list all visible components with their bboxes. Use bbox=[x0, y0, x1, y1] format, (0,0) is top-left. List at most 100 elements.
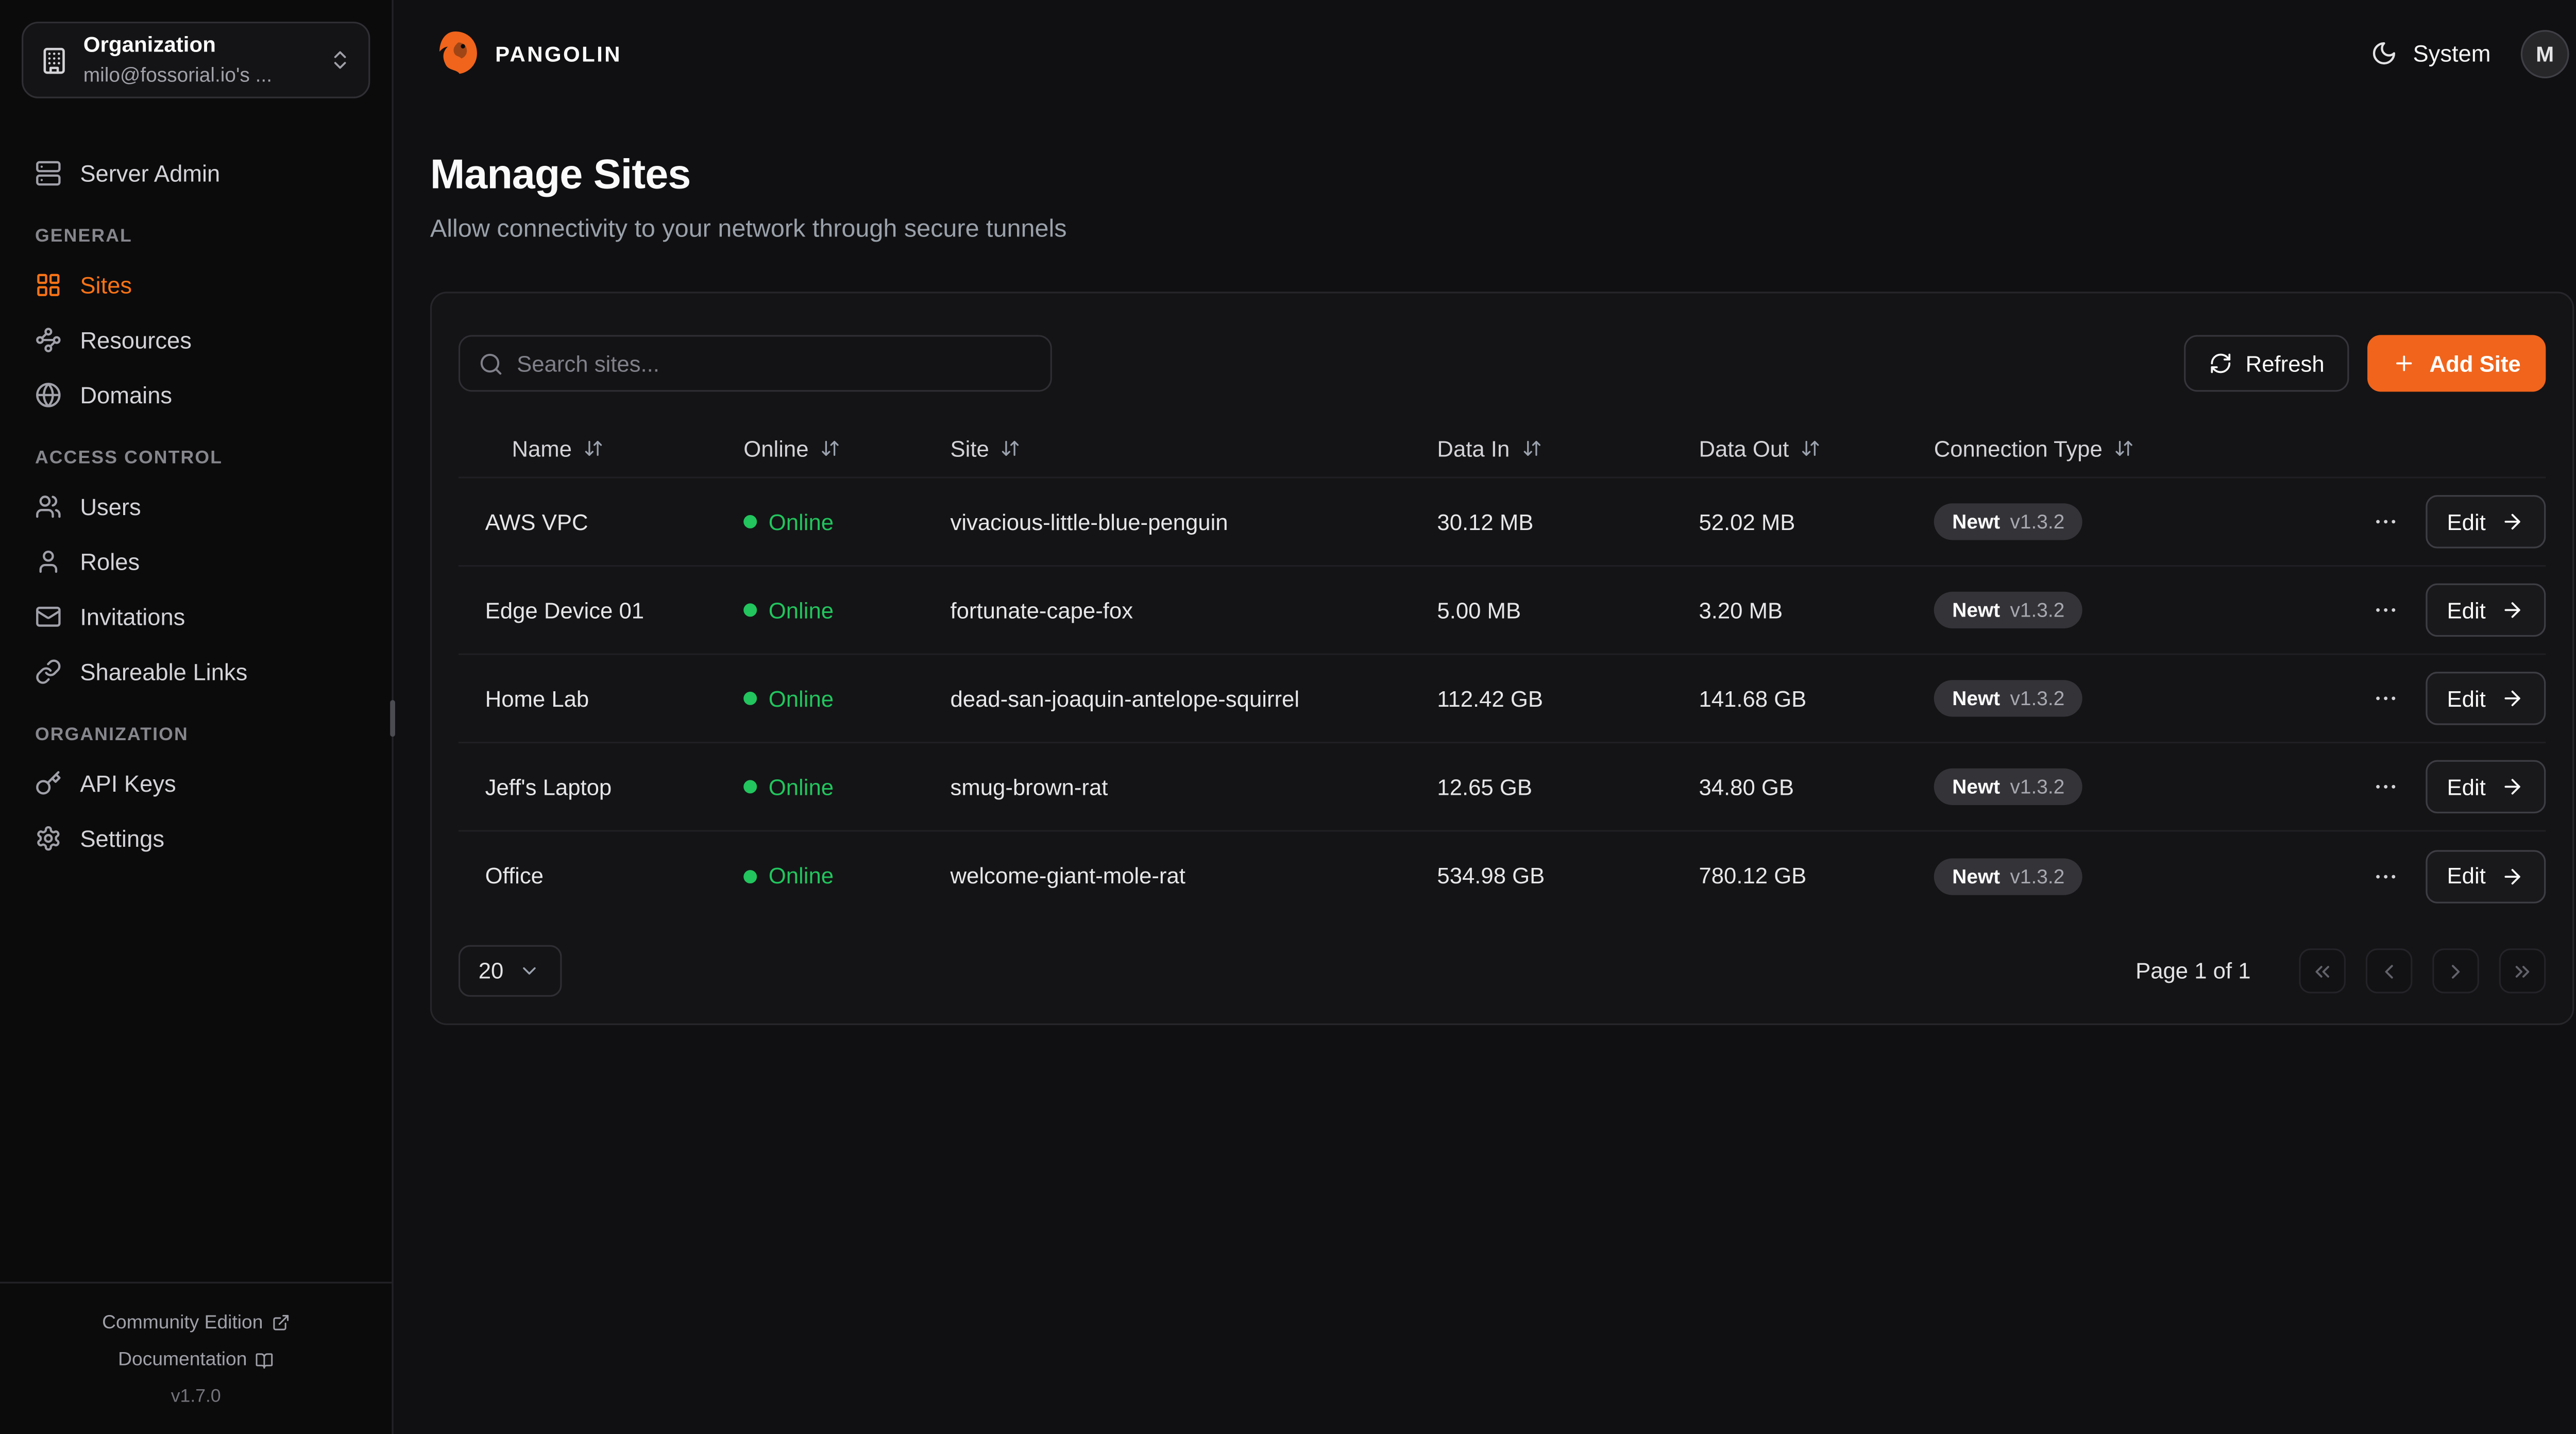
pagination: Page 1 of 1 bbox=[2136, 948, 2546, 994]
online-status-dot bbox=[743, 515, 757, 528]
edit-label: Edit bbox=[2447, 598, 2486, 623]
book-icon bbox=[256, 1352, 274, 1370]
site-name-cell: Office bbox=[485, 863, 544, 889]
table-footer: 20 Page 1 of 1 bbox=[458, 945, 2546, 997]
server-icon bbox=[35, 159, 62, 186]
sort-icon bbox=[1001, 438, 1021, 458]
connection-type-badge: Newt v1.3.2 bbox=[1934, 503, 2083, 540]
online-status-label: Online bbox=[768, 598, 834, 623]
row-actions-cell: Edit bbox=[2326, 583, 2546, 637]
first-page-button[interactable] bbox=[2299, 948, 2346, 994]
users-icon bbox=[35, 492, 62, 519]
connection-type-badge: Newt v1.3.2 bbox=[1934, 591, 2083, 628]
row-actions-cell: Edit bbox=[2326, 495, 2546, 549]
resources-icon bbox=[35, 326, 62, 353]
column-label: Data Out bbox=[1699, 436, 1789, 461]
row-actions-cell: Edit bbox=[2326, 672, 2546, 725]
edit-button[interactable]: Edit bbox=[2425, 849, 2546, 903]
community-edition-link[interactable]: Community Edition bbox=[16, 1305, 375, 1342]
sidebar-item-label: Shareable Links bbox=[80, 657, 248, 685]
row-menu-button[interactable] bbox=[2365, 767, 2405, 807]
column-header-connection-type[interactable]: Connection Type bbox=[1934, 436, 2326, 461]
sites-card: Refresh Add Site Name bbox=[430, 292, 2574, 1026]
avatar[interactable]: M bbox=[2520, 29, 2569, 78]
previous-page-button[interactable] bbox=[2365, 948, 2413, 994]
mail-icon bbox=[35, 603, 62, 629]
search-box[interactable] bbox=[458, 335, 1052, 392]
column-label: Data In bbox=[1437, 436, 1510, 461]
site-status-cell: Online bbox=[743, 686, 950, 711]
sidebar-item-server-admin[interactable]: Server Admin bbox=[22, 147, 370, 198]
edit-button[interactable]: Edit bbox=[2425, 760, 2546, 814]
edit-label: Edit bbox=[2447, 774, 2486, 799]
edit-button[interactable]: Edit bbox=[2425, 495, 2546, 549]
topbar: PANGOLIN System M bbox=[394, 0, 2576, 107]
sidebar-item-shareable-links[interactable]: Shareable Links bbox=[22, 645, 370, 696]
sidebar-item-sites[interactable]: Sites bbox=[22, 259, 370, 310]
sidebar-item-settings[interactable]: Settings bbox=[22, 812, 370, 863]
sidebar-item-resources[interactable]: Resources bbox=[22, 313, 370, 365]
connection-version: v1.3.2 bbox=[2010, 864, 2065, 888]
table-row: Edge Device 01 Online fortunate-cape-fox… bbox=[458, 567, 2546, 655]
edit-button[interactable]: Edit bbox=[2425, 672, 2546, 725]
site-name-cell: Jeff's Laptop bbox=[485, 774, 612, 799]
row-actions-cell: Edit bbox=[2326, 849, 2546, 903]
chevrons-up-down-icon bbox=[328, 48, 351, 72]
page-content: Manage Sites Allow connectivity to your … bbox=[394, 107, 2576, 1026]
app-version: v1.7.0 bbox=[171, 1386, 221, 1406]
connection-type-badge: Newt v1.3.2 bbox=[1934, 768, 2083, 805]
plus-icon bbox=[2393, 352, 2416, 375]
sidebar-item-domains[interactable]: Domains bbox=[22, 368, 370, 420]
key-icon bbox=[35, 769, 62, 796]
last-page-button[interactable] bbox=[2499, 948, 2546, 994]
sidebar-item-users[interactable]: Users bbox=[22, 480, 370, 532]
documentation-label: Documentation bbox=[118, 1350, 247, 1371]
sidebar-item-label: Roles bbox=[80, 548, 140, 574]
organization-icon bbox=[40, 46, 69, 74]
row-menu-button[interactable] bbox=[2365, 590, 2405, 630]
row-menu-button[interactable] bbox=[2365, 502, 2405, 542]
column-header-online[interactable]: Online bbox=[743, 436, 950, 461]
online-status-label: Online bbox=[768, 774, 834, 799]
external-link-icon bbox=[272, 1314, 290, 1333]
arrow-right-icon bbox=[2501, 687, 2524, 710]
column-header-name[interactable]: Name bbox=[459, 436, 743, 461]
site-id-cell: dead-san-joaquin-antelope-squirrel bbox=[950, 686, 1300, 711]
connection-version: v1.3.2 bbox=[2010, 598, 2065, 622]
page-subtitle: Allow connectivity to your network throu… bbox=[430, 215, 1067, 244]
org-switcher[interactable]: Organization milo@fossorial.io's ... bbox=[22, 22, 370, 98]
brand: PANGOLIN bbox=[430, 28, 622, 78]
site-name-cell: Home Lab bbox=[485, 686, 589, 711]
sidebar-item-label: Server Admin bbox=[80, 159, 221, 186]
row-menu-button[interactable] bbox=[2365, 856, 2405, 896]
edit-button[interactable]: Edit bbox=[2425, 583, 2546, 637]
sidebar-item-roles[interactable]: Roles bbox=[22, 535, 370, 587]
sidebar-item-invitations[interactable]: Invitations bbox=[22, 590, 370, 642]
edit-label: Edit bbox=[2447, 509, 2486, 535]
main-area: PANGOLIN System M Manage Sites Allow con… bbox=[393, 0, 2576, 1434]
search-input[interactable] bbox=[517, 351, 1032, 376]
row-menu-button[interactable] bbox=[2365, 678, 2405, 719]
add-site-button[interactable]: Add Site bbox=[2367, 335, 2546, 392]
next-page-button[interactable] bbox=[2432, 948, 2479, 994]
column-header-site[interactable]: Site bbox=[950, 436, 1437, 461]
connection-type-cell: Newt v1.3.2 bbox=[1934, 503, 2326, 540]
column-header-data-out[interactable]: Data Out bbox=[1699, 436, 1934, 461]
sidebar-item-api-keys[interactable]: API Keys bbox=[22, 757, 370, 808]
sidebar-resize-handle[interactable] bbox=[390, 700, 395, 737]
documentation-link[interactable]: Documentation bbox=[16, 1342, 375, 1379]
sort-icon bbox=[1521, 438, 1541, 458]
page-size-select[interactable]: 20 bbox=[458, 945, 562, 997]
column-header-data-in[interactable]: Data In bbox=[1437, 436, 1699, 461]
globe-icon bbox=[35, 381, 62, 407]
online-status-label: Online bbox=[768, 863, 834, 889]
arrow-right-icon bbox=[2501, 510, 2524, 533]
theme-toggle[interactable]: System bbox=[2371, 40, 2491, 67]
data-out-cell: 141.68 GB bbox=[1699, 686, 1807, 711]
sort-icon bbox=[820, 438, 840, 458]
theme-label: System bbox=[2413, 40, 2491, 67]
online-status-dot bbox=[743, 691, 757, 705]
data-out-cell: 34.80 GB bbox=[1699, 774, 1794, 799]
refresh-button[interactable]: Refresh bbox=[2183, 335, 2350, 392]
data-out-cell: 3.20 MB bbox=[1699, 598, 1783, 623]
